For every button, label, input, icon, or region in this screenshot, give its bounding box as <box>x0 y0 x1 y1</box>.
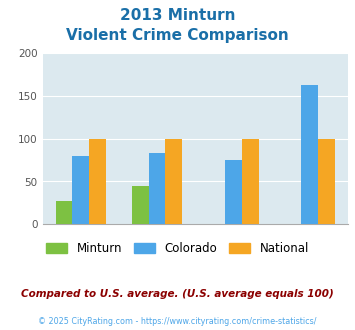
Bar <box>165 139 182 224</box>
Text: Compared to U.S. average. (U.S. average equals 100): Compared to U.S. average. (U.S. average … <box>21 289 334 299</box>
Legend: Minturn, Colorado, National: Minturn, Colorado, National <box>41 237 314 260</box>
Bar <box>318 139 335 224</box>
Text: © 2025 CityRating.com - https://www.cityrating.com/crime-statistics/: © 2025 CityRating.com - https://www.city… <box>38 317 317 326</box>
Bar <box>72 156 89 224</box>
Bar <box>242 139 258 224</box>
Bar <box>301 84 318 224</box>
Bar <box>56 201 72 224</box>
Bar <box>132 186 149 224</box>
Bar <box>149 153 165 224</box>
Text: Violent Crime Comparison: Violent Crime Comparison <box>66 28 289 43</box>
Text: 2013 Minturn: 2013 Minturn <box>120 8 235 23</box>
Bar <box>89 139 106 224</box>
Bar <box>225 160 242 224</box>
